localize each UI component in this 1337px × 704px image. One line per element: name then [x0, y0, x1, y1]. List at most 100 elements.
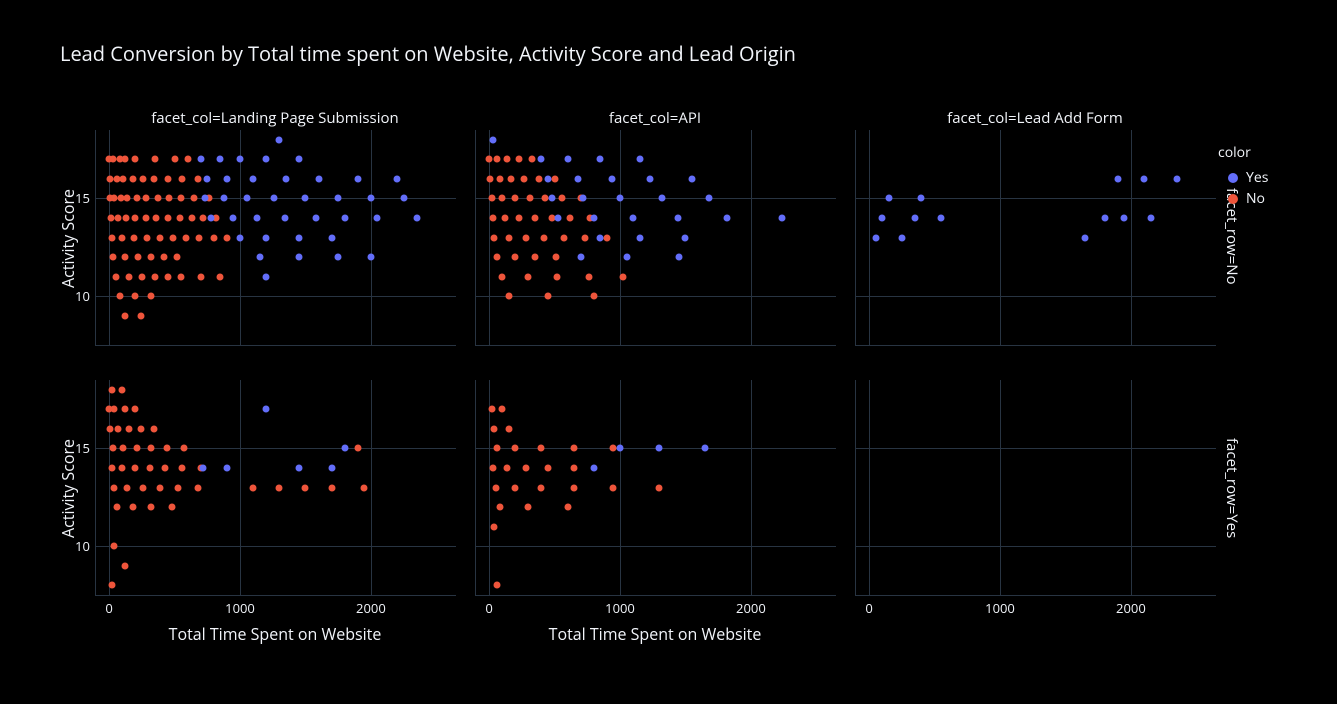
scatter-point[interactable]	[110, 445, 117, 452]
scatter-point[interactable]	[142, 195, 149, 202]
scatter-point[interactable]	[237, 156, 244, 163]
scatter-point[interactable]	[237, 234, 244, 241]
scatter-point[interactable]	[551, 175, 558, 182]
scatter-point[interactable]	[256, 254, 263, 261]
scatter-point[interactable]	[548, 195, 555, 202]
scatter-point[interactable]	[200, 464, 207, 471]
scatter-point[interactable]	[151, 156, 158, 163]
scatter-point[interactable]	[575, 175, 582, 182]
scatter-point[interactable]	[545, 293, 552, 300]
scatter-point[interactable]	[872, 234, 879, 241]
scatter-point[interactable]	[132, 293, 139, 300]
scatter-point[interactable]	[295, 464, 302, 471]
scatter-point[interactable]	[108, 234, 115, 241]
scatter-point[interactable]	[525, 504, 532, 511]
scatter-point[interactable]	[312, 214, 319, 221]
scatter-point[interactable]	[512, 195, 519, 202]
scatter-point[interactable]	[137, 425, 144, 432]
scatter-point[interactable]	[571, 464, 578, 471]
scatter-point[interactable]	[1121, 214, 1128, 221]
scatter-point[interactable]	[130, 234, 137, 241]
scatter-point[interactable]	[1173, 175, 1180, 182]
scatter-point[interactable]	[491, 234, 498, 241]
scatter-point[interactable]	[162, 464, 169, 471]
scatter-point[interactable]	[516, 214, 523, 221]
scatter-point[interactable]	[898, 234, 905, 241]
scatter-point[interactable]	[564, 156, 571, 163]
scatter-point[interactable]	[545, 464, 552, 471]
scatter-point[interactable]	[367, 195, 374, 202]
scatter-point[interactable]	[263, 273, 270, 280]
scatter-point[interactable]	[505, 293, 512, 300]
scatter-point[interactable]	[522, 464, 529, 471]
scatter-point[interactable]	[367, 254, 374, 261]
scatter-point[interactable]	[560, 234, 567, 241]
scatter-point[interactable]	[157, 484, 164, 491]
scatter-point[interactable]	[125, 425, 132, 432]
scatter-point[interactable]	[108, 582, 115, 589]
scatter-point[interactable]	[493, 582, 500, 589]
scatter-point[interactable]	[315, 175, 322, 182]
scatter-point[interactable]	[170, 234, 177, 241]
scatter-point[interactable]	[571, 445, 578, 452]
scatter-point[interactable]	[175, 484, 182, 491]
scatter-point[interactable]	[630, 214, 637, 221]
scatter-point[interactable]	[153, 214, 160, 221]
scatter-point[interactable]	[512, 254, 519, 261]
scatter-point[interactable]	[108, 214, 115, 221]
scatter-point[interactable]	[168, 504, 175, 511]
scatter-point[interactable]	[328, 484, 335, 491]
scatter-point[interactable]	[295, 254, 302, 261]
scatter-point[interactable]	[496, 175, 503, 182]
scatter-point[interactable]	[161, 254, 168, 261]
scatter-point[interactable]	[585, 273, 592, 280]
scatter-point[interactable]	[1141, 175, 1148, 182]
scatter-point[interactable]	[124, 195, 131, 202]
scatter-point[interactable]	[263, 156, 270, 163]
scatter-point[interactable]	[885, 195, 892, 202]
scatter-point[interactable]	[179, 175, 186, 182]
scatter-point[interactable]	[243, 195, 250, 202]
scatter-point[interactable]	[129, 504, 136, 511]
scatter-point[interactable]	[180, 445, 187, 452]
scatter-point[interactable]	[538, 484, 545, 491]
scatter-point[interactable]	[1114, 175, 1121, 182]
scatter-point[interactable]	[196, 234, 203, 241]
scatter-point[interactable]	[525, 273, 532, 280]
scatter-point[interactable]	[276, 136, 283, 143]
scatter-point[interactable]	[567, 214, 574, 221]
scatter-point[interactable]	[254, 214, 261, 221]
scatter-point[interactable]	[879, 214, 886, 221]
scatter-point[interactable]	[271, 195, 278, 202]
scatter-point[interactable]	[120, 175, 127, 182]
scatter-point[interactable]	[263, 406, 270, 413]
scatter-point[interactable]	[496, 504, 503, 511]
scatter-point[interactable]	[230, 214, 237, 221]
scatter-point[interactable]	[658, 195, 665, 202]
scatter-point[interactable]	[522, 234, 529, 241]
scatter-point[interactable]	[580, 195, 587, 202]
scatter-point[interactable]	[590, 464, 597, 471]
chart-panel[interactable]: 010002000	[475, 380, 836, 596]
scatter-point[interactable]	[531, 254, 538, 261]
scatter-point[interactable]	[779, 214, 786, 221]
scatter-point[interactable]	[197, 156, 204, 163]
scatter-point[interactable]	[163, 445, 170, 452]
scatter-point[interactable]	[151, 273, 158, 280]
scatter-point[interactable]	[504, 464, 511, 471]
scatter-point[interactable]	[132, 156, 139, 163]
scatter-point[interactable]	[674, 214, 681, 221]
scatter-point[interactable]	[508, 175, 515, 182]
scatter-point[interactable]	[702, 445, 709, 452]
scatter-point[interactable]	[134, 254, 141, 261]
scatter-point[interactable]	[120, 445, 127, 452]
scatter-point[interactable]	[499, 273, 506, 280]
scatter-point[interactable]	[361, 484, 368, 491]
scatter-point[interactable]	[1147, 214, 1154, 221]
scatter-point[interactable]	[119, 234, 126, 241]
scatter-point[interactable]	[490, 214, 497, 221]
scatter-point[interactable]	[491, 425, 498, 432]
scatter-point[interactable]	[281, 214, 288, 221]
scatter-point[interactable]	[487, 175, 494, 182]
scatter-point[interactable]	[165, 214, 172, 221]
